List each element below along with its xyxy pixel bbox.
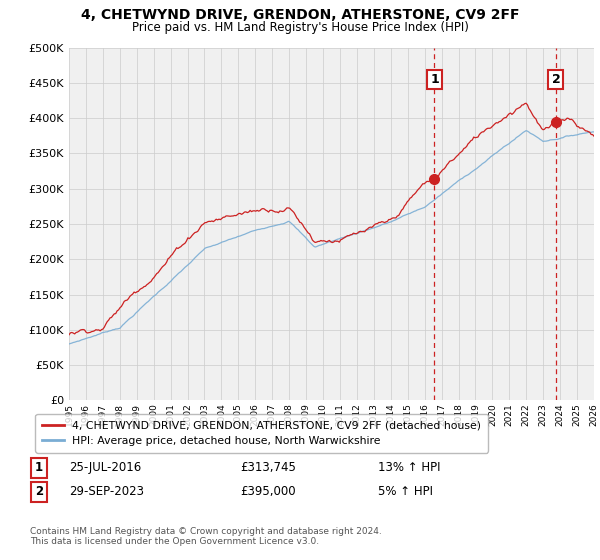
Text: 13% ↑ HPI: 13% ↑ HPI — [378, 461, 440, 474]
Text: 29-SEP-2023: 29-SEP-2023 — [69, 485, 144, 498]
Text: Contains HM Land Registry data © Crown copyright and database right 2024.
This d: Contains HM Land Registry data © Crown c… — [30, 526, 382, 546]
Text: Price paid vs. HM Land Registry's House Price Index (HPI): Price paid vs. HM Land Registry's House … — [131, 21, 469, 34]
Text: 2: 2 — [551, 73, 560, 86]
Text: £313,745: £313,745 — [240, 461, 296, 474]
Text: 1: 1 — [35, 461, 43, 474]
Text: 2: 2 — [35, 485, 43, 498]
Text: 5% ↑ HPI: 5% ↑ HPI — [378, 485, 433, 498]
Text: 4, CHETWYND DRIVE, GRENDON, ATHERSTONE, CV9 2FF: 4, CHETWYND DRIVE, GRENDON, ATHERSTONE, … — [81, 8, 519, 22]
Text: 25-JUL-2016: 25-JUL-2016 — [69, 461, 141, 474]
Text: £395,000: £395,000 — [240, 485, 296, 498]
Legend: 4, CHETWYND DRIVE, GRENDON, ATHERSTONE, CV9 2FF (detached house), HPI: Average p: 4, CHETWYND DRIVE, GRENDON, ATHERSTONE, … — [35, 414, 488, 452]
Text: 1: 1 — [430, 73, 439, 86]
